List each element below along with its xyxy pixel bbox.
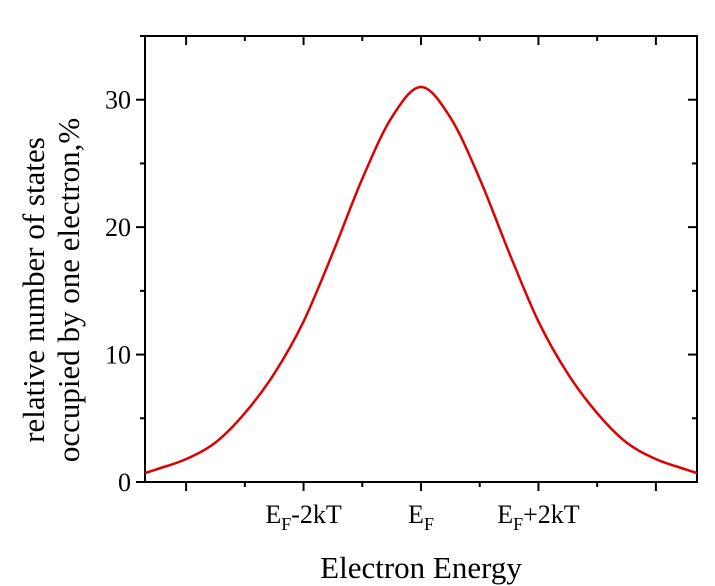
y-axis-title-line-1: relative number of states [16, 137, 51, 443]
y-tick-label: 0 [118, 468, 131, 497]
x-axis-title: Electron Energy [320, 550, 522, 585]
y-axis-title: relative number of states occupied by on… [16, 118, 86, 462]
x-tick-label: EF-2kT [265, 500, 342, 534]
series-line [144, 85, 698, 475]
x-tick-label: EF [408, 500, 434, 534]
y-tick-label: 20 [105, 213, 131, 242]
y-tick-label: 10 [105, 341, 131, 370]
x-axis: EF-2kT EF EF+2kT [185, 36, 657, 534]
plot-frame [144, 35, 698, 483]
y-axis: 0 10 20 30 [105, 35, 697, 497]
y-axis-title-line-2: occupied by one electron,% [51, 118, 86, 462]
plot-area [144, 35, 698, 483]
y-tick-label: 30 [105, 86, 131, 115]
x-tick-label: EF+2kT [497, 500, 580, 534]
